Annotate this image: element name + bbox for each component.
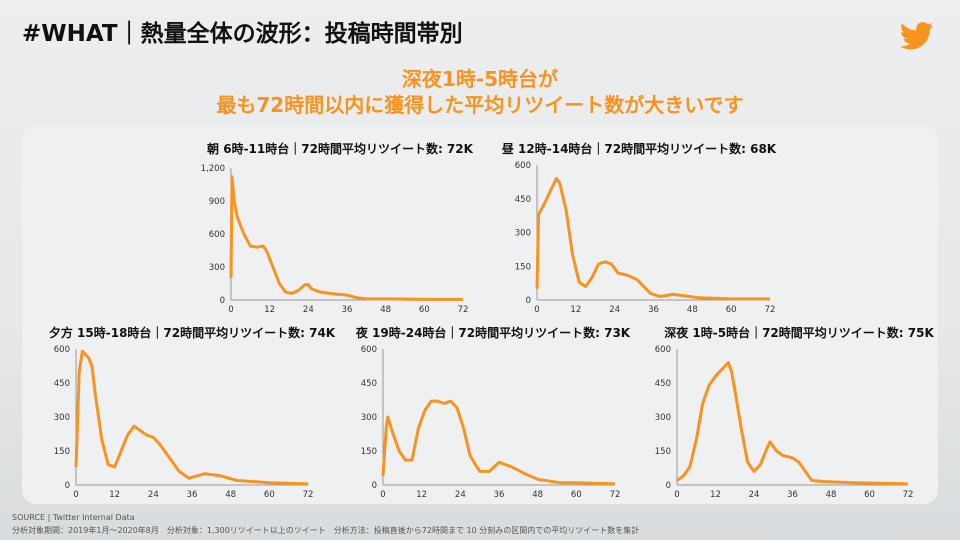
y-tick-label: 600 <box>361 345 377 355</box>
x-tick-label: 72 <box>303 490 314 500</box>
x-tick-label: 12 <box>710 490 721 500</box>
chart-3: 夕方 15時-18時台｜72時間平均リツイート数: 74K 0 12 24 36 48 60… <box>49 325 336 500</box>
y-tick-label: 600 <box>515 161 531 171</box>
y-tick-label: 300 <box>655 413 671 423</box>
y-tick-label: 0 <box>666 481 671 491</box>
x-tick-label: 48 <box>532 490 543 500</box>
y-tick-label: 300 <box>515 229 531 239</box>
y-tick-label: 600 <box>655 345 671 355</box>
series-line <box>676 361 909 486</box>
y-tick-label: 300 <box>361 413 377 423</box>
chart-4: 夜 19時-24時台｜72時間平均リツイート数: 73K 0 12 24 36 48 60 7… <box>355 325 631 500</box>
y-tick-label: 900 <box>209 197 225 207</box>
chart-title: 朝 6時-11時台｜72時間平均リツイート数: 72K <box>207 141 474 156</box>
headline-line-2: 最も72時間以内に獲得した平均リツイート数が大きいです <box>216 93 744 117</box>
y-tick-label: 150 <box>361 447 377 457</box>
series-line <box>381 399 616 486</box>
x-tick-label: 12 <box>109 490 120 500</box>
x-tick-label: 36 <box>787 490 798 500</box>
x-tick-label: 36 <box>648 305 659 315</box>
x-tick-label: 48 <box>826 490 837 500</box>
y-tick-label: 450 <box>361 379 377 389</box>
x-tick-label: 72 <box>458 305 469 315</box>
y-tick-label: 300 <box>209 263 225 273</box>
y-tick-label: 0 <box>220 296 225 306</box>
x-tick-label: 36 <box>342 305 353 315</box>
x-tick-label: 0 <box>674 490 679 500</box>
x-tick-label: 12 <box>570 305 581 315</box>
y-tick-label: 600 <box>209 230 225 240</box>
charts-panel <box>22 126 938 504</box>
page-title: #WHAT｜熱量全体の波形：投稿時間帯別 <box>22 21 463 47</box>
chart-5: 深夜 1時-5時台｜72時間平均リツイート数: 75K 0 12 24 36 48 60 72… <box>655 325 935 500</box>
x-tick-label: 0 <box>534 305 539 315</box>
y-tick-label: 0 <box>65 481 70 491</box>
series-line <box>74 349 309 486</box>
chart-title: 深夜 1時-5時台｜72時間平均リツイート数: 75K <box>664 325 934 340</box>
chart-1: 朝 6時-11時台｜72時間平均リツイート数: 72K 0 12 24 36 48 60 72… <box>201 141 474 315</box>
x-tick-label: 0 <box>73 490 78 500</box>
chart-title: 昼 12時-14時台｜72時間平均リツイート数: 68K <box>501 141 777 156</box>
x-tick-label: 36 <box>494 490 505 500</box>
x-tick-label: 48 <box>687 305 698 315</box>
series-line <box>535 177 770 301</box>
twitter-bird-icon <box>900 22 934 50</box>
y-tick-label: 150 <box>515 262 531 272</box>
chart-title: 夜 19時-24時台｜72時間平均リツイート数: 73K <box>355 325 631 340</box>
x-tick-label: 72 <box>610 490 621 500</box>
y-tick-label: 0 <box>372 481 377 491</box>
y-tick-label: 1,200 <box>201 164 225 174</box>
x-tick-label: 24 <box>303 305 314 315</box>
source-note: SOURCE | Twitter Internal Data <box>12 513 135 522</box>
x-tick-label: 12 <box>416 490 427 500</box>
y-tick-label: 450 <box>655 379 671 389</box>
y-tick-label: 0 <box>526 296 531 306</box>
x-tick-label: 0 <box>380 490 385 500</box>
x-tick-label: 36 <box>187 490 198 500</box>
x-tick-label: 60 <box>864 490 875 500</box>
x-tick-label: 24 <box>148 490 159 500</box>
method-note: 分析対象期間：2019年1月～2020年8月 分析対象：1,300リツイート以上… <box>12 526 640 535</box>
x-tick-label: 12 <box>264 305 275 315</box>
x-tick-label: 48 <box>225 490 236 500</box>
x-tick-label: 60 <box>571 490 582 500</box>
x-tick-label: 24 <box>609 305 620 315</box>
series-line <box>229 175 463 301</box>
chart-2: 昼 12時-14時台｜72時間平均リツイート数: 68K 0 12 24 36 48 60 7… <box>501 141 777 315</box>
headline-line-1: 深夜1時-5時台が <box>401 67 559 91</box>
y-tick-label: 450 <box>54 379 70 389</box>
y-tick-label: 150 <box>655 447 671 457</box>
x-tick-label: 48 <box>380 305 391 315</box>
x-tick-label: 72 <box>903 490 914 500</box>
x-tick-label: 60 <box>264 490 275 500</box>
x-tick-label: 24 <box>749 490 760 500</box>
x-tick-label: 24 <box>455 490 466 500</box>
x-tick-label: 60 <box>726 305 737 315</box>
x-tick-label: 0 <box>228 305 233 315</box>
x-tick-label: 72 <box>765 305 776 315</box>
headline: 深夜1時-5時台が 最も72時間以内に獲得した平均リツイート数が大きいです <box>0 66 960 118</box>
y-tick-label: 300 <box>54 413 70 423</box>
x-tick-label: 60 <box>419 305 430 315</box>
y-tick-label: 600 <box>54 345 70 355</box>
y-tick-label: 450 <box>515 195 531 205</box>
y-tick-label: 150 <box>54 447 70 457</box>
chart-title: 夕方 15時-18時台｜72時間平均リツイート数: 74K <box>49 325 336 340</box>
